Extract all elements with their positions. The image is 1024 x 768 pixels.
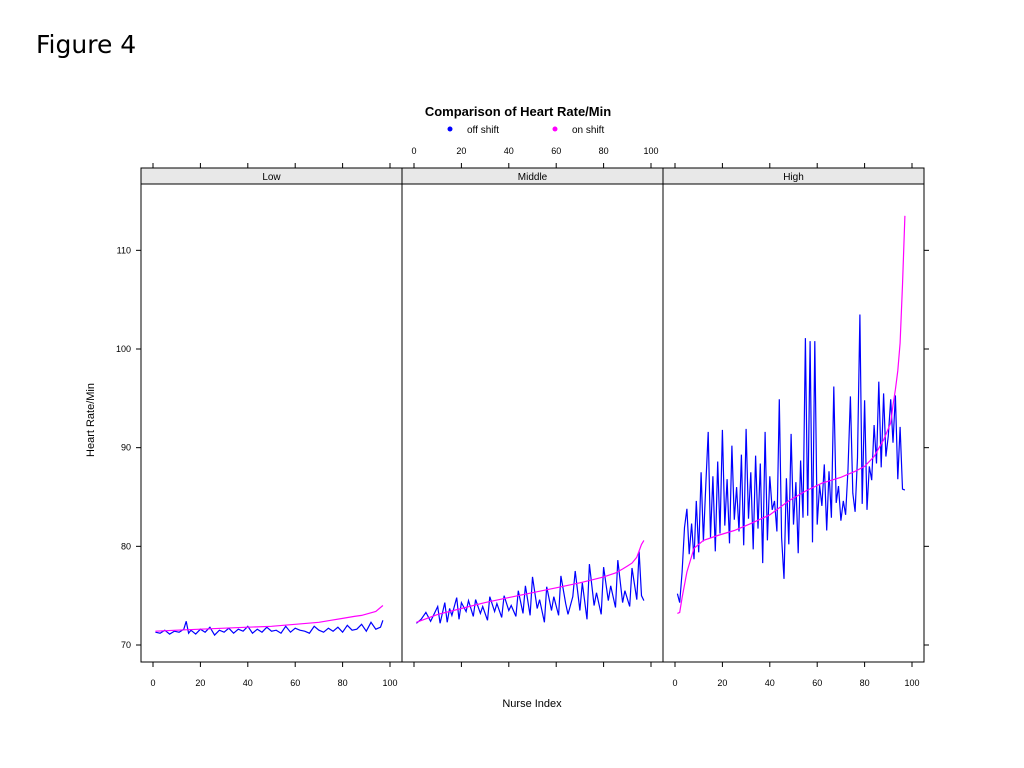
series-line-high-off-shift: [676, 314, 906, 603]
x-tick-label: 80: [338, 678, 348, 688]
panel-middle: [401, 183, 664, 663]
x-tick-label: 20: [717, 678, 727, 688]
strip-label-middle: Middle: [518, 172, 548, 183]
strip-label-low: Low: [262, 172, 281, 183]
x-tick-label: 40: [765, 678, 775, 688]
y-tick-label: 100: [116, 344, 131, 354]
y-tick-label: 80: [121, 541, 131, 551]
y-axis-label: Heart Rate/Min: [85, 383, 97, 457]
series-line-high-on-shift: [677, 215, 906, 614]
legend: off shift on shift: [447, 125, 604, 136]
x-tick-label: 40: [243, 678, 253, 688]
panel-low: [140, 183, 403, 663]
legend-marker-off-shift: [447, 126, 453, 132]
x-tick-label: 80: [599, 146, 609, 156]
x-tick-label: 20: [195, 678, 205, 688]
plot-area: Low 0 20 40 60 80 100 Middle 0 20 40 60 80 100 High 0 20…: [116, 146, 929, 688]
series-line-low-off-shift: [155, 620, 384, 637]
x-tick-label: 0: [150, 678, 155, 688]
legend-label-off-shift: off shift: [467, 125, 499, 136]
x-tick-label: 100: [643, 146, 658, 156]
x-tick-label: 0: [411, 146, 416, 156]
y-tick-label: 110: [117, 245, 131, 255]
x-tick-label: 100: [904, 678, 919, 688]
x-tick-label: 100: [382, 678, 397, 688]
y-tick-label: 90: [121, 443, 131, 453]
x-tick-label: 60: [290, 678, 300, 688]
x-tick-label: 0: [672, 678, 677, 688]
chart-title: Comparison of Heart Rate/Min: [425, 104, 611, 119]
legend-marker-on-shift: [552, 126, 558, 132]
legend-label-on-shift: on shift: [572, 125, 604, 136]
x-axis-label: Nurse Index: [502, 698, 562, 710]
x-tick-label: 60: [812, 678, 822, 688]
x-tick-label: 20: [456, 146, 466, 156]
series-line-middle-off-shift: [416, 551, 645, 624]
y-tick-label: 70: [121, 640, 131, 650]
figure-label: Figure 4: [36, 30, 137, 59]
x-tick-label: 80: [860, 678, 870, 688]
panel-high: [662, 183, 925, 663]
series-line-low-on-shift: [155, 605, 384, 632]
x-tick-label: 60: [551, 146, 561, 156]
series-line-middle-on-shift: [416, 540, 645, 623]
strip-label-high: High: [783, 172, 804, 183]
x-tick-label: 40: [504, 146, 514, 156]
